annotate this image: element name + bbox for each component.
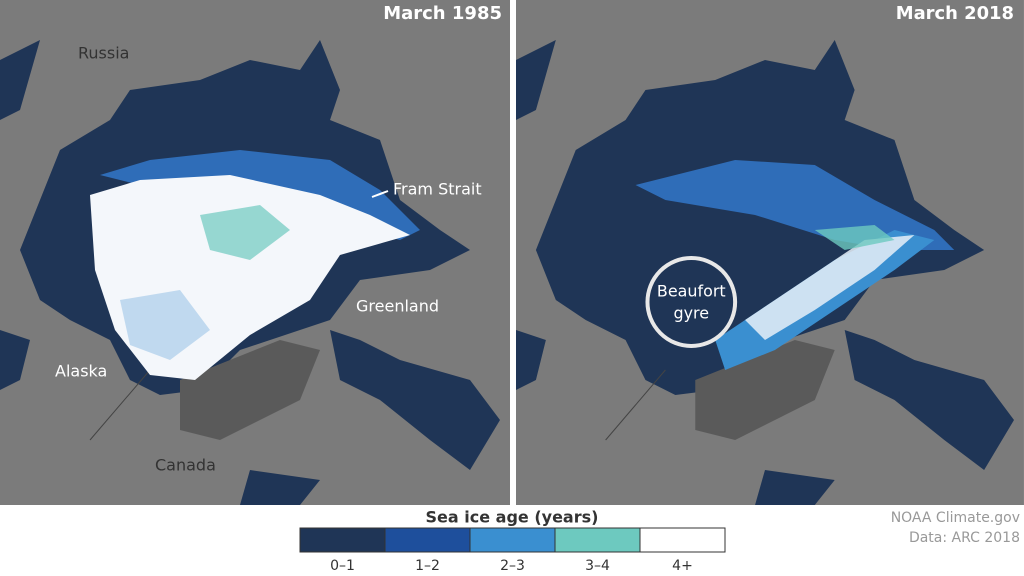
place-label: Alaska bbox=[55, 362, 107, 381]
legend-swatch bbox=[469, 527, 556, 553]
legend-swatch bbox=[299, 527, 386, 553]
legend-label: 4+ bbox=[672, 558, 693, 574]
map-2018: March 2018 Beaufort gyre bbox=[515, 0, 1024, 506]
pointer bbox=[371, 190, 389, 198]
legend-label: 2–3 bbox=[500, 558, 525, 574]
gyre-label: Beaufort bbox=[657, 281, 726, 300]
divider bbox=[510, 0, 516, 505]
legend-label: 1–2 bbox=[415, 558, 440, 574]
legend-title: Sea ice age (years) bbox=[426, 508, 599, 527]
credit: Data: ARC 2018 bbox=[909, 530, 1020, 546]
panel-title: March 1985 bbox=[383, 3, 502, 24]
place-label: Canada bbox=[155, 456, 216, 475]
legend-swatch bbox=[554, 527, 641, 553]
place-label: Fram Strait bbox=[393, 180, 482, 199]
legend-swatch bbox=[639, 527, 726, 553]
legend-label: 3–4 bbox=[585, 558, 610, 574]
panel-title: March 2018 bbox=[896, 3, 1014, 24]
credit: NOAA Climate.gov bbox=[891, 510, 1020, 526]
gyre-circle bbox=[645, 256, 738, 348]
legend-label: 0–1 bbox=[330, 558, 355, 574]
map-1985: March 1985 Russia Fram Strait Greenland … bbox=[0, 0, 511, 506]
place-label: Greenland bbox=[356, 297, 439, 316]
legend: 0–1 1–2 2–3 3–4 4+ bbox=[299, 527, 726, 574]
legend-swatch bbox=[384, 527, 471, 553]
place-label: Russia bbox=[78, 44, 129, 63]
gyre-label: gyre bbox=[674, 303, 710, 322]
